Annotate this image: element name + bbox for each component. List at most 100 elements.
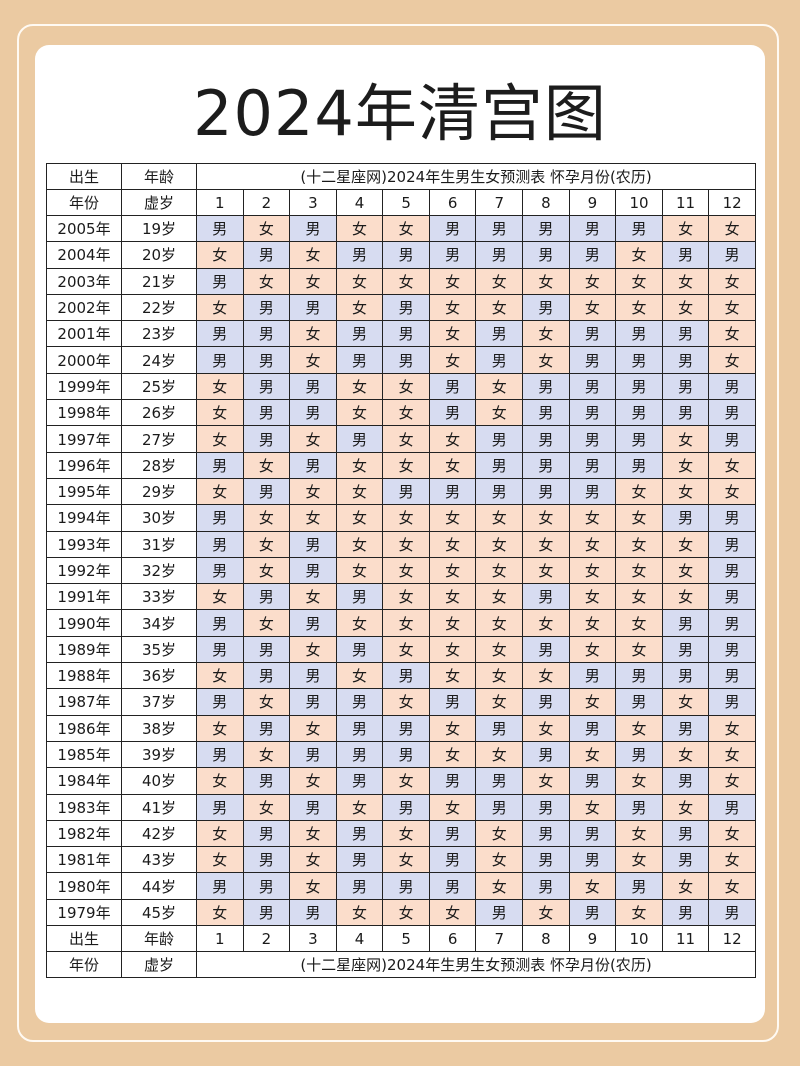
boy-cell: 男 <box>708 241 756 269</box>
boy-cell: 男 <box>522 372 570 401</box>
boy-cell: 男 <box>708 504 756 532</box>
girl-cell: 女 <box>522 504 570 532</box>
girl-cell: 女 <box>615 767 663 795</box>
boy-cell: 男 <box>568 320 617 348</box>
boy-cell: 男 <box>196 267 244 295</box>
boy-cell: 男 <box>382 872 430 900</box>
girl-cell: 女 <box>475 372 524 401</box>
month-header: 11 <box>661 189 710 216</box>
boy-cell: 男 <box>196 609 244 637</box>
boy-cell: 男 <box>708 662 756 690</box>
girl-cell: 女 <box>615 583 663 611</box>
boy-cell: 男 <box>475 898 524 927</box>
boy-cell: 男 <box>568 477 617 506</box>
girl-cell: 女 <box>661 688 710 716</box>
boy-cell: 男 <box>661 898 710 927</box>
boy-cell: 男 <box>708 372 756 401</box>
boy-cell: 男 <box>568 346 617 374</box>
girl-cell: 女 <box>568 583 617 611</box>
boy-cell: 男 <box>615 399 663 427</box>
boy-cell: 男 <box>522 477 570 506</box>
age-cell: 41岁 <box>121 793 197 821</box>
girl-cell: 女 <box>196 477 244 506</box>
age-cell: 42岁 <box>121 819 197 848</box>
girl-cell: 女 <box>568 635 617 664</box>
birth-year-cell: 1998年 <box>46 399 122 427</box>
month-header: 8 <box>522 189 570 216</box>
age-cell: 34岁 <box>121 609 197 637</box>
boy-cell: 男 <box>289 740 337 769</box>
boy-cell: 男 <box>335 819 384 848</box>
boy-cell: 男 <box>708 793 756 821</box>
boy-cell: 男 <box>335 846 384 874</box>
girl-cell: 女 <box>615 714 663 742</box>
girl-cell: 女 <box>335 530 384 558</box>
boy-cell: 男 <box>708 556 756 585</box>
girl-cell: 女 <box>708 346 756 374</box>
girl-cell: 女 <box>382 399 430 427</box>
table-row: 1988年 36岁女男男女男女女女男男男男 <box>46 662 756 690</box>
girl-cell: 女 <box>661 267 710 295</box>
birth-year-cell: 1999年 <box>46 372 122 401</box>
boy-cell: 男 <box>196 346 244 374</box>
boy-cell: 男 <box>661 346 710 374</box>
boy-cell: 男 <box>661 609 710 637</box>
boy-cell: 男 <box>428 819 477 848</box>
birth-year-cell: 1980年 <box>46 872 122 900</box>
age-cell: 31岁 <box>121 530 197 558</box>
boy-cell: 男 <box>335 872 384 900</box>
birth-year-cell: 1991年 <box>46 583 122 611</box>
girl-cell: 女 <box>382 372 430 401</box>
girl-cell: 女 <box>289 346 337 374</box>
table-row: 1994年 30岁男女女女女女女女女女男男 <box>46 504 756 532</box>
girl-cell: 女 <box>242 740 291 769</box>
age-cell: 21岁 <box>121 267 197 295</box>
table-row: 1995年 29岁女男女女男男男男男女女女 <box>46 477 756 506</box>
birth-year-cell: 1990年 <box>46 609 122 637</box>
boy-cell: 男 <box>615 320 663 348</box>
girl-cell: 女 <box>428 425 477 453</box>
girl-cell: 女 <box>615 241 663 269</box>
boy-cell: 男 <box>661 714 710 742</box>
month-header: 9 <box>568 189 617 216</box>
girl-cell: 女 <box>708 819 756 848</box>
girl-cell: 女 <box>289 477 337 506</box>
table-row: 2005年 19岁男女男女女男男男男男女女 <box>46 214 756 243</box>
birth-year-cell: 2004年 <box>46 241 122 269</box>
girl-cell: 女 <box>428 740 477 769</box>
boy-cell: 男 <box>242 346 291 374</box>
boy-cell: 男 <box>568 662 617 690</box>
boy-cell: 男 <box>242 372 291 401</box>
boy-cell: 男 <box>196 793 244 821</box>
month-header: 10 <box>615 925 663 953</box>
girl-cell: 女 <box>196 399 244 427</box>
girl-cell: 女 <box>615 267 663 295</box>
boy-cell: 男 <box>475 793 524 821</box>
boy-cell: 男 <box>568 399 617 427</box>
girl-cell: 女 <box>522 320 570 348</box>
boy-cell: 男 <box>708 530 756 558</box>
boy-cell: 男 <box>335 425 384 453</box>
table-row: 1983年 41岁男女男女男女男男女男女男 <box>46 793 756 821</box>
girl-cell: 女 <box>242 688 291 716</box>
girl-cell: 女 <box>242 451 291 479</box>
table-row: 1985年 39岁男女男男男女女男女男女女 <box>46 740 756 769</box>
page-title: 2024年清宫图 <box>193 77 607 150</box>
girl-cell: 女 <box>708 714 756 742</box>
table-row: 1992年 32岁男女男女女女女女女女女男 <box>46 556 756 585</box>
girl-cell: 女 <box>661 425 710 453</box>
boy-cell: 男 <box>522 793 570 821</box>
boy-cell: 男 <box>335 320 384 348</box>
boy-cell: 男 <box>335 714 384 742</box>
girl-cell: 女 <box>475 609 524 637</box>
table-row: 1987年 37岁男女男男女男女男女男女男 <box>46 688 756 716</box>
girl-cell: 女 <box>382 556 430 585</box>
table-row: 2000年 24岁男男女男男女男女男男男女 <box>46 346 756 374</box>
girl-cell: 女 <box>615 530 663 558</box>
boy-cell: 男 <box>242 714 291 742</box>
header-row-caption: 年份 虚岁 (十二星座网)2024年生男生女预测表 怀孕月份(农历) <box>46 951 756 979</box>
girl-cell: 女 <box>661 530 710 558</box>
boy-cell: 男 <box>382 714 430 742</box>
girl-cell: 女 <box>335 556 384 585</box>
age-cell: 29岁 <box>121 477 197 506</box>
